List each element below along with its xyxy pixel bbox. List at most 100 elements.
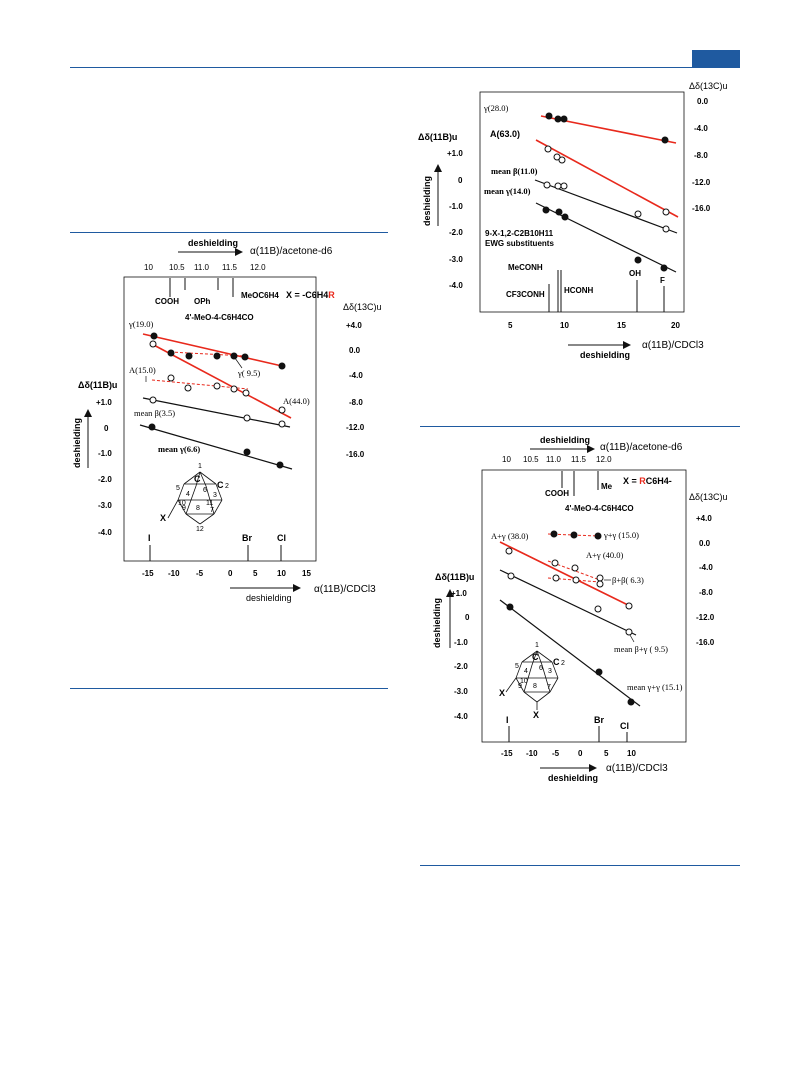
rb-y2-ticks: +4.0 0.0 -4.0 -8.0 -12.0 -16.0 <box>696 514 715 647</box>
left-y-tick: -4.0 <box>98 528 112 537</box>
rb-plot-frame <box>481 469 687 743</box>
rb-y2-tick: -8.0 <box>699 588 713 597</box>
left-marker-cl: Cl <box>277 533 286 543</box>
left-point <box>150 332 158 340</box>
left-mol-atom: 11 <box>206 500 213 507</box>
right-top-y2-tick: 0.0 <box>697 97 709 106</box>
rb-mol-atom: 3 <box>548 668 552 675</box>
rb-x-tick: -5 <box>552 749 560 758</box>
left-point-open <box>230 385 238 393</box>
right-top-compound-note: EWG substituents <box>485 239 554 248</box>
left-y2-tick: +4.0 <box>346 321 362 330</box>
right-top-y2-tick: -16.0 <box>692 204 711 213</box>
rb-point-open <box>594 605 602 613</box>
left-series-gamma66-line <box>139 424 293 470</box>
rb-y2-tick: -12.0 <box>696 613 715 622</box>
rb-top-tick: 11.0 <box>546 455 562 464</box>
left-y2-ticks: +4.0 0.0 -4.0 -8.0 -12.0 -16.0 <box>346 321 365 459</box>
left-x-tick: 15 <box>302 569 311 578</box>
right-top-y-tick: -4.0 <box>449 281 463 290</box>
rb-point-open <box>551 559 559 567</box>
right-top-x-tick: 5 <box>508 321 513 330</box>
right-top-plot-frame <box>479 91 685 313</box>
right-top-point-open <box>553 153 561 161</box>
left-y2-tick: -16.0 <box>346 450 365 459</box>
left-x-ticks: -15 -10 -5 0 5 10 15 <box>142 569 311 578</box>
header-rule <box>70 67 740 68</box>
left-points <box>148 332 286 469</box>
rb-formula: X = RC6H4- <box>623 476 672 486</box>
right-top-point-open <box>544 145 552 153</box>
rb-label-a40: A+γ (40.0) <box>586 550 624 560</box>
left-marker-br: Br <box>242 533 252 543</box>
right-top-label-gamma28: γ(28.0) <box>483 103 508 113</box>
right-top-y-tick: -1.0 <box>449 202 463 211</box>
rb-x-tick: 10 <box>627 749 636 758</box>
left-plot-frame <box>123 276 317 562</box>
left-point <box>167 349 175 357</box>
right-top-y2-tick: -8.0 <box>694 151 708 160</box>
rb-molecule-labels: 1 C C 2 5 4 3 6 7 8 9 10 X X <box>499 642 565 720</box>
right-top-label-mean-gamma: mean γ(14.0) <box>484 186 531 196</box>
right-top-point <box>660 264 668 272</box>
right-top-y-tick: -3.0 <box>449 255 463 264</box>
right-top-y-label: Δδ(11B)u <box>418 132 457 142</box>
right-top-point <box>560 115 568 123</box>
rb-label-pointer <box>629 634 635 643</box>
left-mol-x: X <box>160 513 166 523</box>
right-top-y-tick: 0 <box>458 176 463 185</box>
rb-point-open <box>596 580 604 588</box>
right-top-point <box>661 136 669 144</box>
left-x-deshielding: deshielding <box>246 593 292 603</box>
right-top-x-deshielding: deshielding <box>580 350 630 360</box>
rb-label-mean-gg: mean γ+γ (15.1) <box>627 682 683 692</box>
right-top-a63-line <box>535 139 679 218</box>
rb-y2-tick: 0.0 <box>699 539 711 548</box>
rb-mol-atom: 8 <box>533 683 537 690</box>
left-top-tick: 10.5 <box>169 263 185 272</box>
rb-x-tick: 0 <box>578 749 583 758</box>
left-mol-atom: 4 <box>186 491 190 498</box>
rb-x-deshielding: deshielding <box>548 773 598 783</box>
left-y-ticks: +1.0 0 -1.0 -2.0 -3.0 -4.0 <box>96 398 112 537</box>
left-mol-atom: 6 <box>203 487 207 494</box>
left-mol-atom: 7 <box>210 507 214 514</box>
left-label-a15: A(15.0) <box>129 365 156 375</box>
left-label-a44: A(44.0) <box>283 396 310 406</box>
rb-point <box>550 530 558 538</box>
rb-mol-atom: 1 <box>535 642 539 649</box>
left-y-tick: -3.0 <box>98 501 112 510</box>
right-top-points <box>542 112 670 272</box>
rb-y2-tick: +4.0 <box>696 514 712 523</box>
rb-y2-tick: -4.0 <box>699 563 713 572</box>
left-mol-atom: C <box>217 480 224 490</box>
left-point <box>276 461 284 469</box>
left-mol-atom: 12 <box>196 526 204 533</box>
right-top-point <box>554 115 562 123</box>
left-point-open <box>213 382 221 390</box>
left-top-deshielding-label: deshielding <box>188 238 238 248</box>
rb-x-tick: 5 <box>604 749 609 758</box>
rb-top-ticks: 10 10.5 11.0 11.5 12.0 <box>502 455 612 464</box>
left-mol-atom: 1 <box>198 463 202 470</box>
left-point-open <box>184 384 192 392</box>
rb-marker-me: Me <box>601 482 613 491</box>
right-top-marker-hconh: HCONH <box>564 286 594 295</box>
rb-point-open <box>625 628 633 636</box>
right-top-point <box>555 208 563 216</box>
left-point-open <box>167 374 175 382</box>
right-top-point-open <box>662 208 670 216</box>
rb-top-tick: 11.5 <box>571 455 587 464</box>
rb-x-label: α(11B)/CDCl3 <box>606 763 668 774</box>
left-y-label: Δδ(11B)u <box>78 380 117 390</box>
left-molecule-labels: 1 C C 2 3 4 5 6 7 8 9 10 11 12 X <box>160 463 229 533</box>
left-mol-atom: 3 <box>213 492 217 499</box>
right-top-y2-tick: -4.0 <box>694 124 708 133</box>
right-top-compound: 9-X-1,2-C2B10H11 <box>485 229 554 238</box>
left-y-tick: 0 <box>104 424 109 433</box>
right-top-point-open <box>662 225 670 233</box>
rb-top-axis-label: α(11B)/acetone-d6 <box>600 442 683 453</box>
left-point <box>213 352 221 360</box>
right-top-marker-cf3conh: CF3CONH <box>506 290 545 299</box>
